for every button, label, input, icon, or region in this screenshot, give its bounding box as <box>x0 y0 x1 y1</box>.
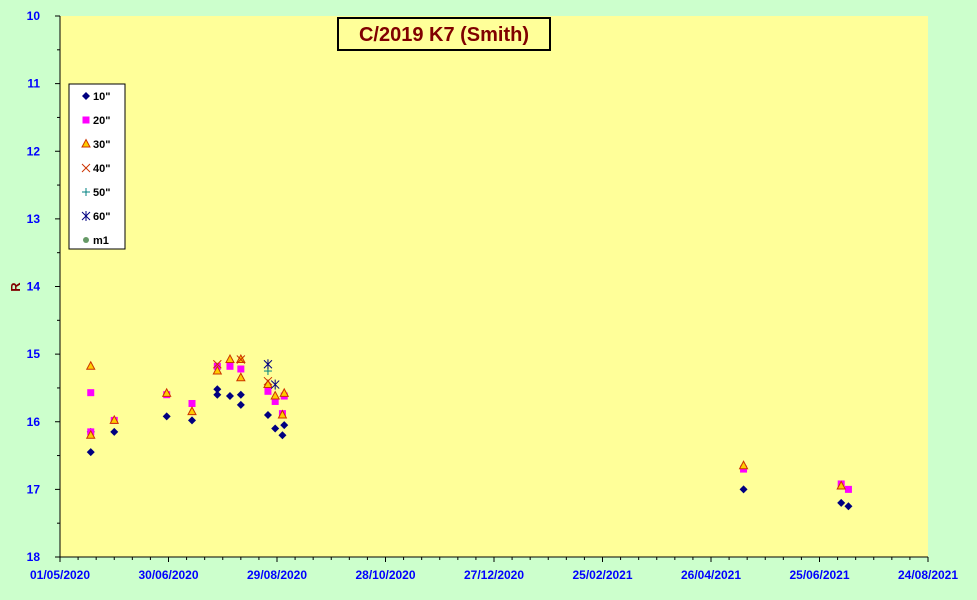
legend-label: m1 <box>93 235 109 247</box>
x-tick-label: 25/02/2021 <box>572 568 632 582</box>
data-point <box>837 498 846 507</box>
data-point <box>279 387 290 397</box>
data-point <box>225 392 234 401</box>
legend-marker <box>82 116 90 124</box>
x-tick-label: 24/08/2021 <box>898 568 958 582</box>
data-point <box>280 421 289 430</box>
data-point <box>738 460 749 470</box>
legend-items: 10" 20" 30" 40" 50" 60" m1 <box>81 91 110 247</box>
plot-area <box>60 16 928 557</box>
data-point <box>85 429 96 439</box>
data-point <box>161 387 172 397</box>
data-point <box>277 409 288 419</box>
data-point <box>188 399 196 407</box>
data-point <box>844 502 853 511</box>
data-point <box>263 359 273 370</box>
data-point <box>278 431 287 440</box>
data-point <box>236 355 246 364</box>
y-tick-label: 12 <box>27 144 41 158</box>
data-point <box>162 412 171 421</box>
data-point <box>263 410 272 419</box>
data-point <box>271 424 280 433</box>
chart-title: C/2019 K7 (Smith) <box>337 17 551 51</box>
data-points <box>85 353 853 511</box>
y-tick-label: 10 <box>27 9 41 23</box>
data-point <box>270 390 281 400</box>
y-tick-label: 13 <box>27 212 41 226</box>
y-tick-label: 15 <box>27 347 41 361</box>
y-tick-label: 17 <box>27 482 41 496</box>
data-point <box>264 387 272 395</box>
x-tick-label: 25/06/2021 <box>789 568 849 582</box>
legend-marker <box>83 237 89 243</box>
data-point <box>844 485 852 493</box>
data-point <box>109 414 120 424</box>
y-tick-label: 16 <box>27 415 41 429</box>
data-point <box>836 480 847 490</box>
legend-label: 20" <box>93 115 110 127</box>
legend-label: 60" <box>93 211 110 223</box>
legend-marker <box>81 163 91 173</box>
x-tick-label: 27/12/2020 <box>464 568 524 582</box>
legend-label: 30" <box>93 139 110 151</box>
data-point <box>235 372 246 382</box>
data-point <box>85 360 96 370</box>
y-axis-ticks: 10 11 12 13 14 15 16 17 18 <box>27 9 60 564</box>
data-point <box>226 362 234 370</box>
data-point <box>237 365 245 373</box>
legend-marker <box>82 188 90 196</box>
data-point <box>188 416 197 425</box>
data-point <box>225 353 235 364</box>
data-point <box>236 400 245 409</box>
data-point <box>739 485 748 494</box>
y-tick-label: 11 <box>27 77 40 91</box>
data-point <box>110 427 119 436</box>
y-tick-label: 18 <box>27 550 41 564</box>
legend-label: 10" <box>93 91 110 103</box>
legend-marker <box>82 92 90 100</box>
data-point <box>263 376 273 386</box>
y-tick-label: 14 <box>27 280 41 294</box>
x-tick-label: 30/06/2020 <box>138 568 198 582</box>
legend-marker <box>81 211 91 221</box>
data-point <box>236 390 245 399</box>
legend-label: 40" <box>93 163 110 175</box>
legend-label: 50" <box>93 187 110 199</box>
x-tick-label: 01/05/2020 <box>30 568 90 582</box>
chart-title-box <box>337 17 551 51</box>
y-axis-title: R <box>8 282 23 292</box>
x-tick-label: 26/04/2021 <box>681 568 741 582</box>
x-axis-ticks: 01/05/2020 30/06/2020 29/08/2020 28/10/2020… <box>30 557 958 582</box>
data-point <box>235 353 246 364</box>
data-point <box>212 359 222 369</box>
data-point <box>212 365 223 375</box>
data-point <box>270 379 280 390</box>
data-point <box>271 397 279 405</box>
data-point <box>187 406 197 416</box>
x-tick-label: 29/08/2020 <box>247 568 307 582</box>
data-point <box>213 385 222 394</box>
x-tick-label: 28/10/2020 <box>355 568 415 582</box>
data-point <box>213 390 222 399</box>
legend-box <box>68 83 126 250</box>
legend-marker <box>81 138 91 148</box>
data-point <box>86 448 95 457</box>
legend: 10" 20" 30" 40" 50" 60" m1 <box>68 83 126 250</box>
chart-title-text: C/2019 K7 (Smith) <box>359 24 529 46</box>
data-point <box>87 389 95 397</box>
